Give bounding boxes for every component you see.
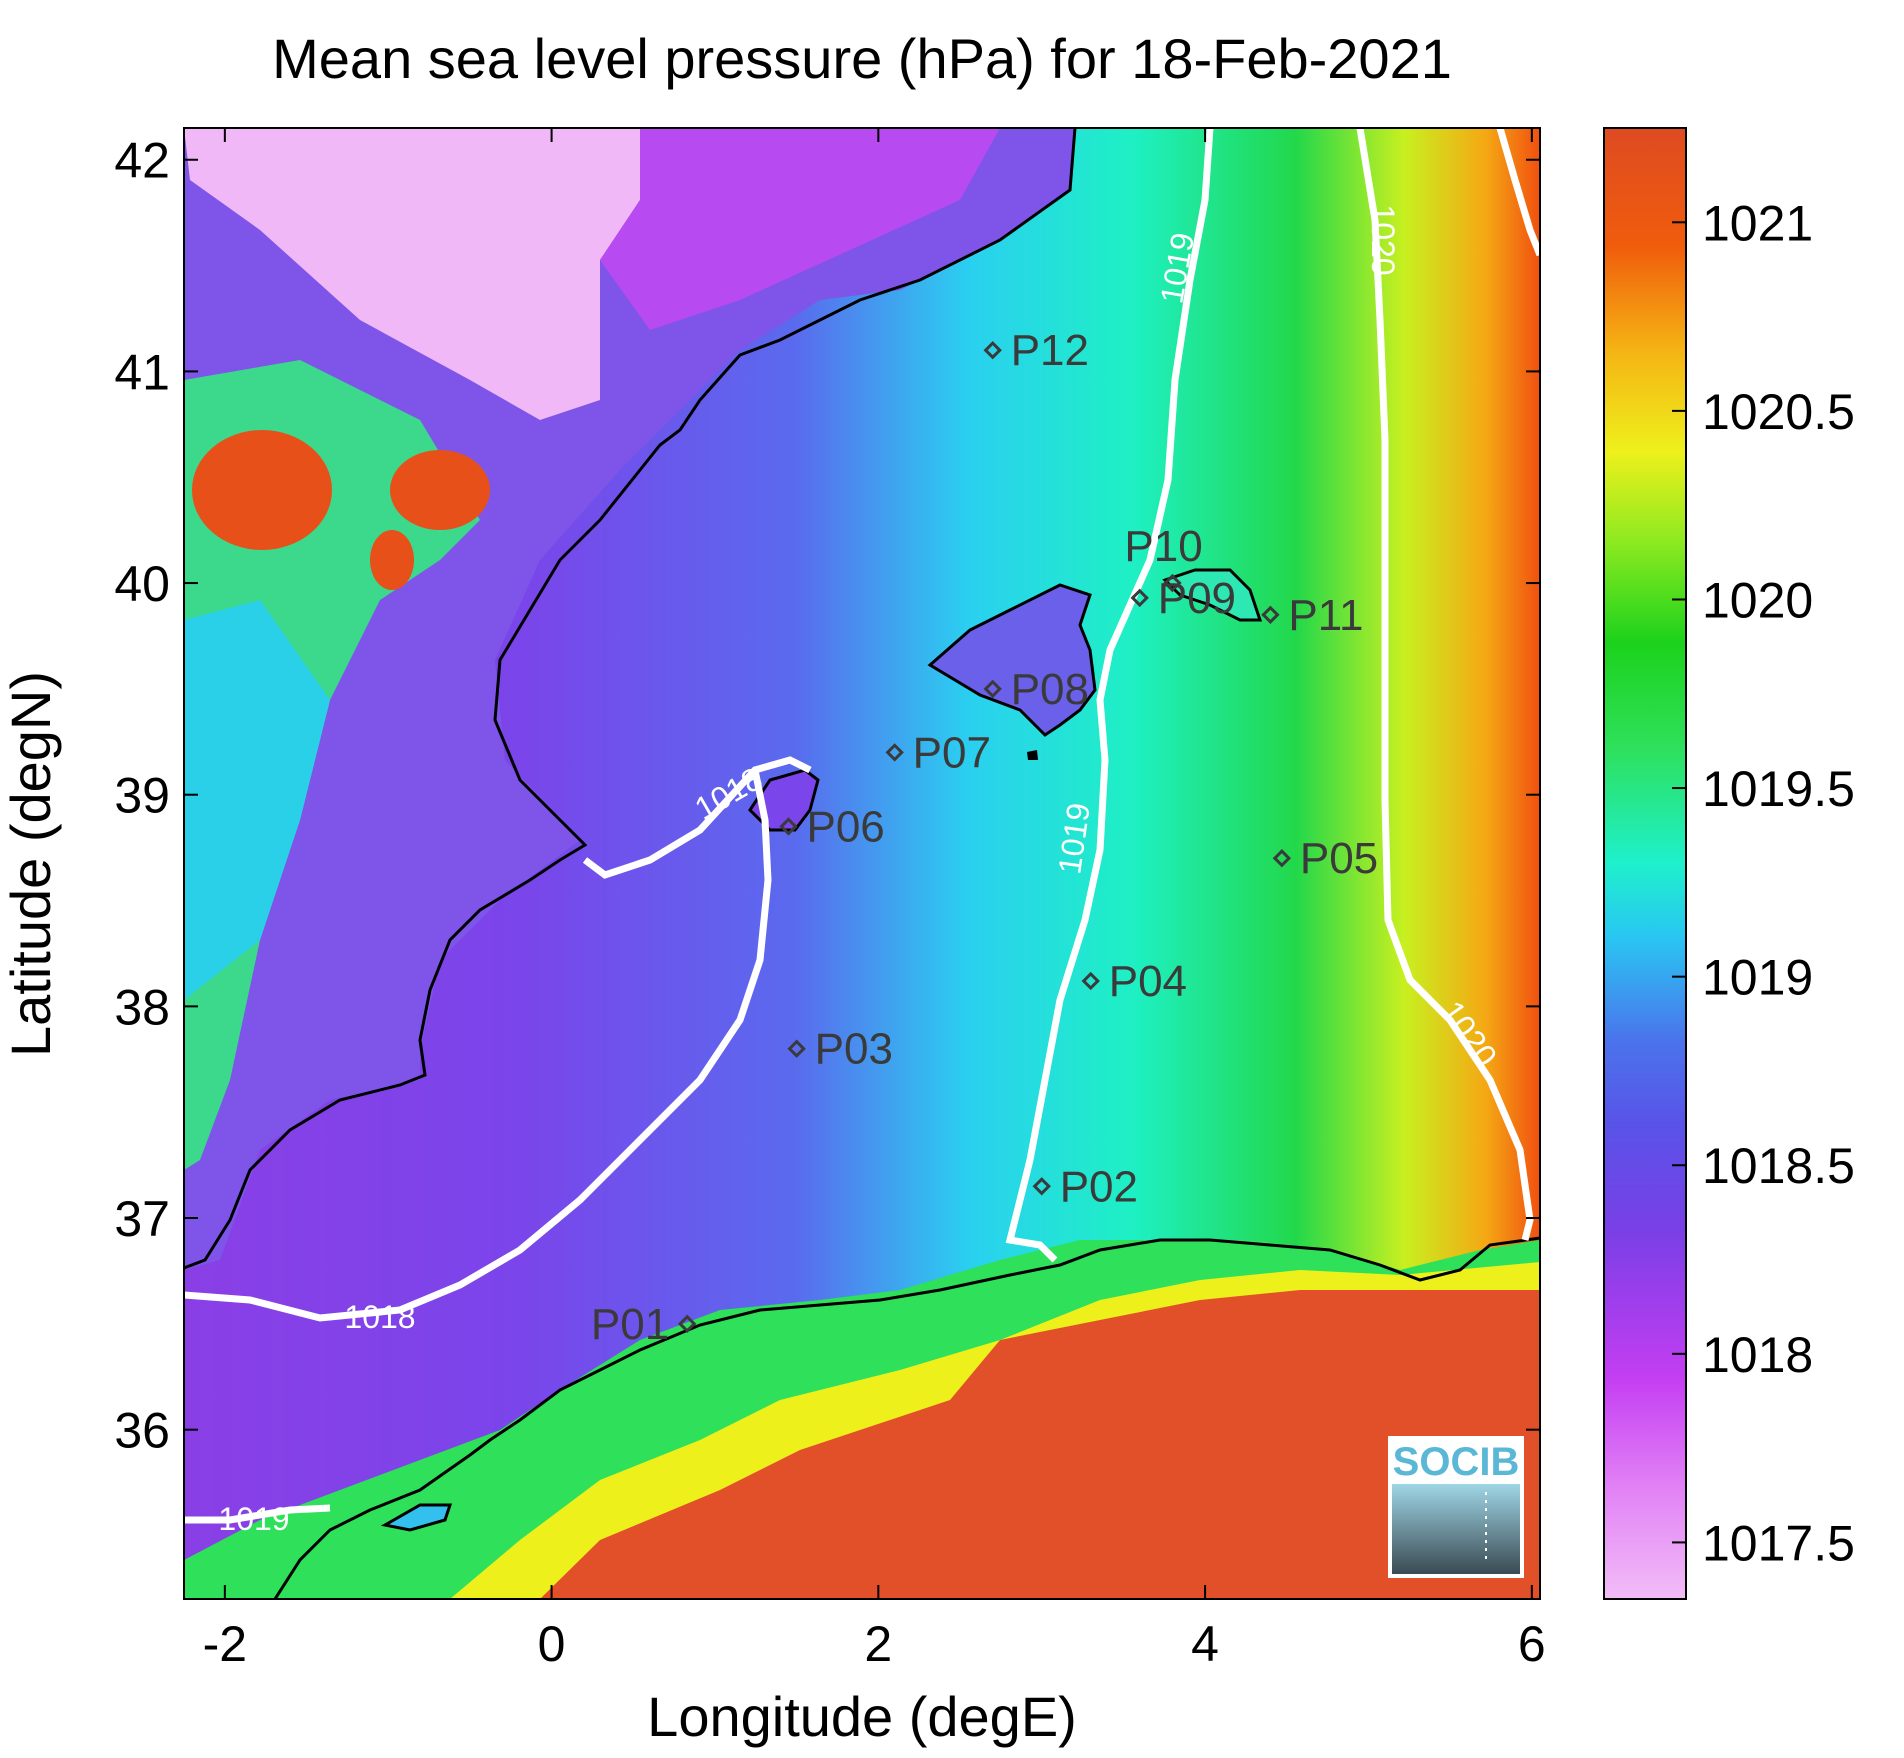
island-menorca xyxy=(1162,568,1263,622)
station-marker-p08 xyxy=(983,679,1002,699)
x-tick-label: 2 xyxy=(864,1616,892,1672)
station-label-p04: P04 xyxy=(1109,957,1187,1006)
contour-label-1020-a: 1020 xyxy=(1365,204,1401,275)
colorbar xyxy=(1603,127,1687,1600)
station-label-p09: P09 xyxy=(1158,574,1236,623)
y-tick-label: 40 xyxy=(114,556,170,612)
colorbar-tick-label: 1020 xyxy=(1702,572,1813,628)
station-label-p11: P11 xyxy=(1288,591,1363,640)
station-label-p02: P02 xyxy=(1060,1162,1138,1211)
colorbar-tick-label: 1019.5 xyxy=(1702,761,1855,817)
station-marker-p02 xyxy=(1032,1177,1051,1196)
station-label-p08: P08 xyxy=(1011,665,1089,714)
land-magenta-region xyxy=(600,128,1000,330)
coastline-iberia xyxy=(184,128,1077,1270)
x-axis: -2 0 2 4 6 xyxy=(203,128,1546,1672)
x-tick-label: 0 xyxy=(538,1616,566,1672)
y-tick-label: 39 xyxy=(114,768,170,824)
contour-1019-south xyxy=(184,1504,331,1524)
station-label-p07: P07 xyxy=(913,728,991,777)
station-label-p01: P01 xyxy=(591,1300,669,1349)
land-cyan-region xyxy=(184,600,330,1000)
colorbar-tick-label: 1018 xyxy=(1702,1327,1813,1383)
station-label-p12: P12 xyxy=(1011,326,1089,375)
station-marker-p03 xyxy=(787,1039,806,1058)
station-marker-p12 xyxy=(983,341,1002,360)
station-label-p06: P06 xyxy=(806,802,884,851)
colorbar-tick-label: 1018.5 xyxy=(1702,1138,1855,1194)
y-tick-label: 36 xyxy=(114,1403,170,1459)
high-pressure-patch-2 xyxy=(390,450,490,530)
station-marker-p01 xyxy=(677,1314,697,1334)
station-label-p05: P05 xyxy=(1300,834,1378,883)
map-title: Mean sea level pressure (hPa) for 18-Feb… xyxy=(272,27,1452,90)
island-cabrera xyxy=(1027,750,1038,760)
contour-1019 xyxy=(1005,128,1214,1263)
station-marker-p09 xyxy=(1130,588,1149,608)
x-tick-label: -2 xyxy=(203,1616,247,1672)
high-pressure-patch-3 xyxy=(370,530,414,590)
x-axis-title: Longitude (degE) xyxy=(647,1685,1077,1748)
y-tick-label: 38 xyxy=(114,979,170,1035)
map-frame xyxy=(183,127,1541,1600)
socib-logo-text: SOCIB xyxy=(1393,1440,1520,1484)
colorbar-tick-label: 1020.5 xyxy=(1702,384,1855,440)
socib-logo: SOCIB xyxy=(1388,1436,1524,1578)
island-mallorca xyxy=(927,583,1097,737)
contour-1018-north xyxy=(582,756,812,879)
island-alboran xyxy=(380,1503,453,1532)
station-marker-p04 xyxy=(1081,971,1100,991)
x-tick-label: 4 xyxy=(1191,1616,1219,1672)
high-pressure-patch-1 xyxy=(192,430,332,550)
colorbar-axis: 1017.5 1018 1018.5 1019 1019.5 1020 1020.5 1021 xyxy=(1672,195,1855,1571)
station-marker-p07 xyxy=(885,743,904,762)
y-tick-label: 41 xyxy=(114,344,170,400)
contour-1020 xyxy=(1356,128,1534,1241)
station-marker-p11 xyxy=(1261,605,1280,624)
station-marker-p05 xyxy=(1272,849,1292,868)
contour-1020-northeast xyxy=(1496,128,1540,257)
station-label-p03: P03 xyxy=(815,1025,893,1074)
colorbar-tick-label: 1019 xyxy=(1702,950,1813,1006)
station-label-p10: P10 xyxy=(1124,522,1202,571)
coastline-north-africa xyxy=(273,1236,1540,1599)
map-plot-area: 1018 1018 1019 1019 1019 1020 1020 P01P0… xyxy=(184,128,1540,1599)
x-tick-label: 6 xyxy=(1518,1616,1546,1672)
y-tick-label: 42 xyxy=(114,133,170,189)
land-pink-region xyxy=(184,128,640,420)
y-axis: 36 37 38 39 40 41 42 xyxy=(114,133,1540,1459)
colorbar-tick-label: 1021 xyxy=(1702,195,1813,251)
contour-1018 xyxy=(184,769,772,1322)
land-north-africa-high xyxy=(540,1290,1540,1599)
station-marker-p06 xyxy=(779,817,798,836)
contour-label-1019-c: 1019 xyxy=(218,1501,289,1537)
colorbar-tick-label: 1017.5 xyxy=(1702,1515,1855,1571)
y-tick-label: 37 xyxy=(114,1191,170,1247)
y-axis-title: Latitude (degN) xyxy=(0,671,62,1057)
contour-label-1018-a: 1018 xyxy=(344,1299,415,1335)
station-marker-p10 xyxy=(1163,573,1182,593)
